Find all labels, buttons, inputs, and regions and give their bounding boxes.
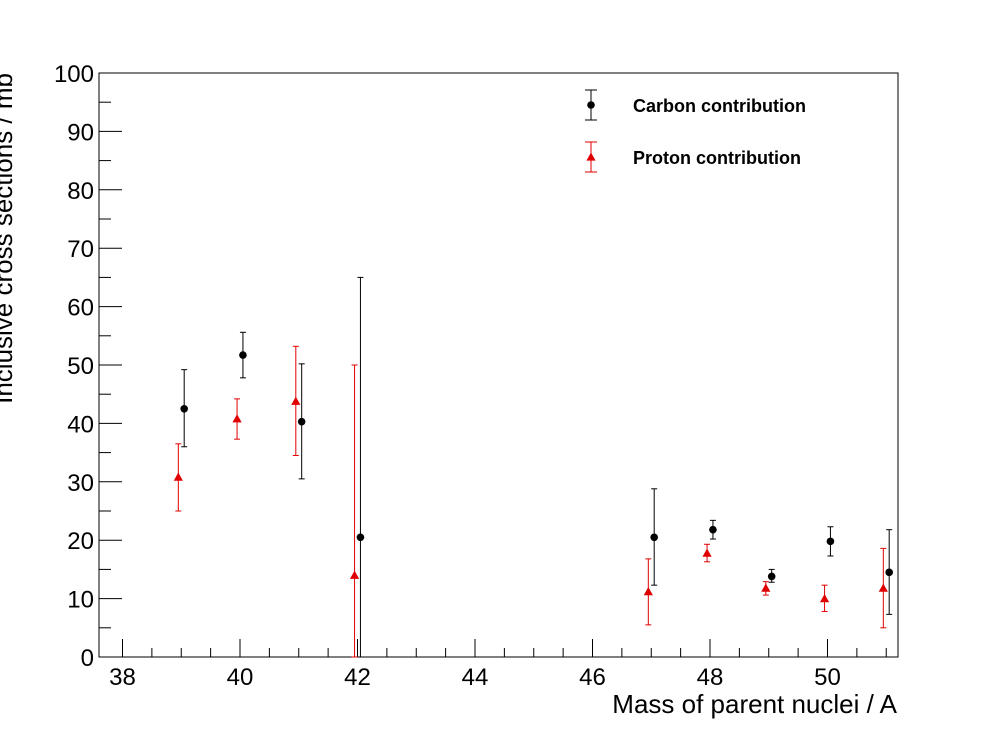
data-point <box>709 525 717 534</box>
legend: Carbon contribution Proton contribution <box>585 89 806 173</box>
x-tick-label: 48 <box>697 664 724 691</box>
data-point <box>180 405 188 413</box>
y-tick-label: 40 <box>67 411 94 438</box>
data-point <box>767 572 776 581</box>
data-point <box>297 417 306 426</box>
x-tick-label: 38 <box>109 664 136 691</box>
y-tick-label: 60 <box>67 295 94 322</box>
x-tick-label: 44 <box>462 664 489 691</box>
data-point <box>878 583 888 592</box>
data-point <box>291 396 301 405</box>
data-point <box>826 537 835 546</box>
x-tick-label: 40 <box>227 664 254 691</box>
y-tick-label: 100 <box>54 61 94 88</box>
y-tick-label: 90 <box>67 119 94 146</box>
data-point <box>232 414 242 423</box>
y-tick-label: 0 <box>81 645 94 672</box>
data-point <box>239 351 247 359</box>
legend-label: Proton contribution <box>633 148 801 168</box>
legend-marker <box>586 152 596 161</box>
series-carbon <box>180 276 893 658</box>
y-tick-label: 70 <box>67 236 94 263</box>
data-point <box>650 533 658 542</box>
series-proton <box>173 345 888 658</box>
x-tick-label: 42 <box>344 664 371 691</box>
y-axis-title: Inclusive cross sections / mb <box>0 73 18 404</box>
y-axis-ticks: 0 10 20 30 40 50 60 70 80 90 100 <box>54 61 122 672</box>
y-tick-label: 10 <box>67 587 94 614</box>
y-tick-label: 50 <box>67 353 94 380</box>
y-tick-label: 80 <box>67 178 94 205</box>
data-point <box>173 472 183 481</box>
x-axis-ticks: 38 40 42 44 46 48 50 <box>109 639 887 691</box>
legend-marker <box>587 101 595 109</box>
data-point <box>349 570 360 579</box>
x-tick-label: 46 <box>579 664 606 691</box>
data-point <box>643 586 653 596</box>
x-axis-title: Mass of parent nuclei / A <box>612 689 897 719</box>
data-point <box>702 548 712 557</box>
data-series <box>173 276 893 658</box>
y-tick-label: 30 <box>67 470 94 497</box>
y-tick-label: 20 <box>67 528 94 555</box>
data-point <box>819 594 830 603</box>
data-point <box>885 568 893 577</box>
legend-label: Carbon contribution <box>633 96 806 116</box>
data-point <box>761 583 771 592</box>
data-point <box>356 533 365 542</box>
x-tick-label: 50 <box>814 664 841 691</box>
